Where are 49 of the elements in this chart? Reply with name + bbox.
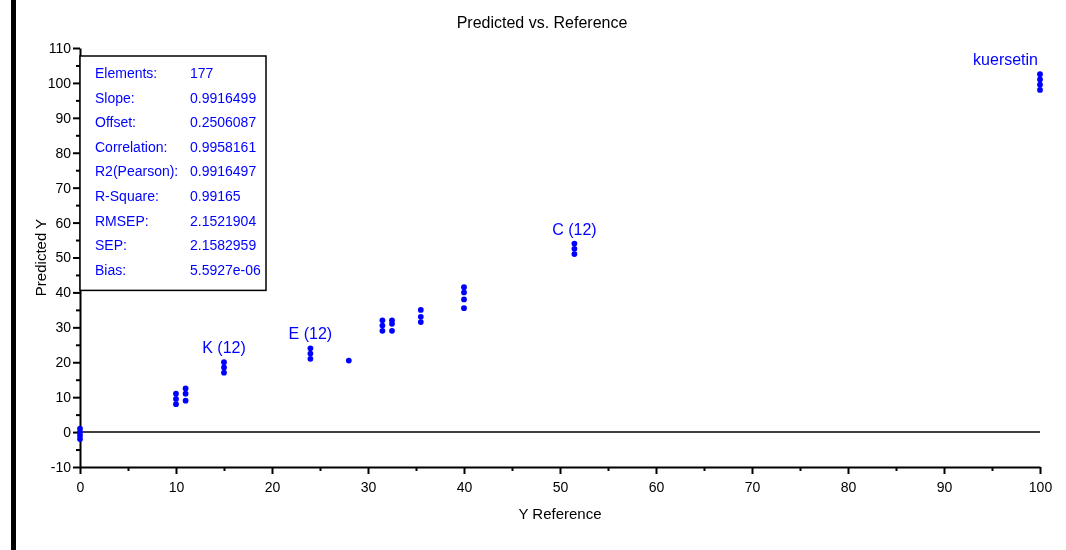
y-tick-label: 30	[55, 319, 72, 336]
annotation: 177	[190, 65, 214, 81]
annotation: Offset:	[95, 114, 136, 131]
annotation: 5.5927e-06	[190, 261, 262, 278]
y-tick-label: -10	[50, 458, 72, 475]
x-tick-label: 20	[264, 479, 281, 496]
y-tick-label: 110	[48, 39, 72, 56]
y-tick-label: 90	[55, 109, 72, 126]
annotation: RMSEP:	[95, 212, 149, 229]
y-tick-label: 10	[55, 389, 72, 406]
chart-title: Predicted vs. Reference	[456, 14, 628, 31]
x-tick-label: 40	[456, 479, 473, 496]
annotation: 0.2506087	[190, 114, 257, 131]
annotation: kuersetin	[973, 51, 1038, 69]
x-tick-label: 60	[648, 479, 665, 496]
annotation: Elements:	[95, 65, 158, 81]
annotation: 2.1582959	[190, 237, 257, 254]
x-tick-label: 0	[76, 479, 85, 496]
x-axis-title: Y Reference	[518, 505, 602, 522]
y-tick-label: 40	[55, 284, 72, 301]
y-tick-label: 20	[55, 354, 72, 371]
annotation: Bias:	[95, 261, 127, 278]
y-axis-title: Predicted Y	[32, 218, 49, 297]
y-tick-label: 100	[47, 74, 72, 91]
x-tick-label: 10	[168, 479, 185, 496]
annotation: C (12)	[552, 220, 597, 238]
annotation: R-Square:	[95, 188, 159, 204]
x-tick-label: 100	[1028, 479, 1053, 496]
annotation: Correlation:	[95, 138, 168, 155]
annotation: R2(Pearson):	[95, 163, 179, 180]
x-tick-label: 30	[360, 479, 377, 496]
annotation: 2.1521904	[190, 212, 257, 229]
y-tick-label: 60	[55, 214, 72, 231]
annotation: Slope:	[95, 89, 135, 106]
x-tick-label: 90	[936, 479, 953, 496]
annotation: 0.99165	[190, 188, 241, 204]
annotation: 0.9916497	[190, 163, 257, 180]
x-tick-label: 80	[840, 479, 857, 496]
annotation: SEP:	[95, 237, 127, 254]
annotation: K (12)	[202, 339, 246, 357]
annotation: 0.9958161	[190, 138, 257, 155]
y-tick-label: 70	[55, 179, 72, 196]
x-tick-label: 50	[552, 479, 569, 496]
y-tick-label: 50	[55, 249, 72, 266]
x-tick-label: 70	[744, 479, 761, 496]
annotation: 0.9916499	[190, 89, 257, 106]
y-tick-label: 0	[63, 424, 72, 441]
y-tick-label: 80	[55, 144, 72, 161]
annotation: E (12)	[288, 325, 333, 343]
